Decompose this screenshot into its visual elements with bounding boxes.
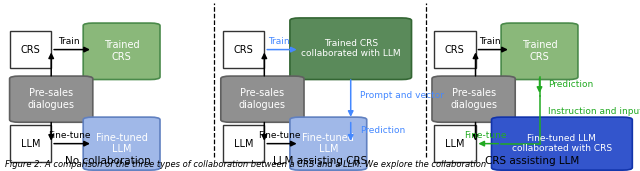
Text: Trained CRS
collaborated with LLM: Trained CRS collaborated with LLM (301, 39, 401, 58)
Text: Fine-tune: Fine-tune (465, 131, 507, 140)
Text: LLM assisting CRS: LLM assisting CRS (273, 156, 367, 166)
Text: LLM: LLM (234, 139, 253, 149)
Text: Fine-tuned
LLM: Fine-tuned LLM (302, 133, 355, 154)
Text: CRS: CRS (234, 45, 253, 55)
Text: Pre-sales
dialogues: Pre-sales dialogues (239, 88, 286, 110)
Text: Prediction: Prediction (360, 126, 405, 135)
Text: Trained
CRS: Trained CRS (104, 41, 140, 62)
Text: CRS: CRS (445, 45, 465, 55)
Text: CRS: CRS (20, 45, 40, 55)
Text: Prediction: Prediction (548, 80, 594, 89)
FancyBboxPatch shape (501, 23, 578, 80)
Text: Fine-tuned LLM
collaborated with CRS: Fine-tuned LLM collaborated with CRS (512, 134, 612, 153)
FancyBboxPatch shape (432, 76, 515, 122)
FancyBboxPatch shape (10, 125, 51, 162)
Text: Train: Train (479, 37, 501, 46)
Text: CRS assisting LLM: CRS assisting LLM (485, 156, 580, 166)
Text: Fine-tune: Fine-tune (258, 131, 300, 140)
Text: No collaboration: No collaboration (65, 156, 150, 166)
Text: Figure 2: A comparison of the three types of collaboration between a CRS and a L: Figure 2: A comparison of the three type… (5, 160, 486, 169)
Text: Fine-tuned
LLM: Fine-tuned LLM (95, 133, 148, 154)
FancyBboxPatch shape (223, 31, 264, 68)
Text: Instruction and input: Instruction and input (548, 107, 640, 116)
FancyBboxPatch shape (434, 125, 476, 162)
FancyBboxPatch shape (492, 117, 632, 170)
Text: Fine-tune: Fine-tune (48, 131, 90, 140)
Text: Train: Train (268, 37, 290, 46)
Text: Pre-sales
dialogues: Pre-sales dialogues (28, 88, 75, 110)
FancyBboxPatch shape (10, 31, 51, 68)
Text: Train: Train (58, 37, 80, 46)
FancyBboxPatch shape (10, 76, 93, 122)
Text: Trained
CRS: Trained CRS (522, 41, 557, 62)
Text: Pre-sales
dialogues: Pre-sales dialogues (450, 88, 497, 110)
Text: Prompt and vector: Prompt and vector (360, 91, 444, 100)
FancyBboxPatch shape (83, 23, 160, 80)
FancyBboxPatch shape (83, 117, 160, 170)
FancyBboxPatch shape (290, 18, 412, 80)
FancyBboxPatch shape (223, 125, 264, 162)
Text: LLM: LLM (445, 139, 465, 149)
FancyBboxPatch shape (290, 117, 367, 170)
FancyBboxPatch shape (434, 31, 476, 68)
Text: LLM: LLM (20, 139, 40, 149)
FancyBboxPatch shape (221, 76, 304, 122)
